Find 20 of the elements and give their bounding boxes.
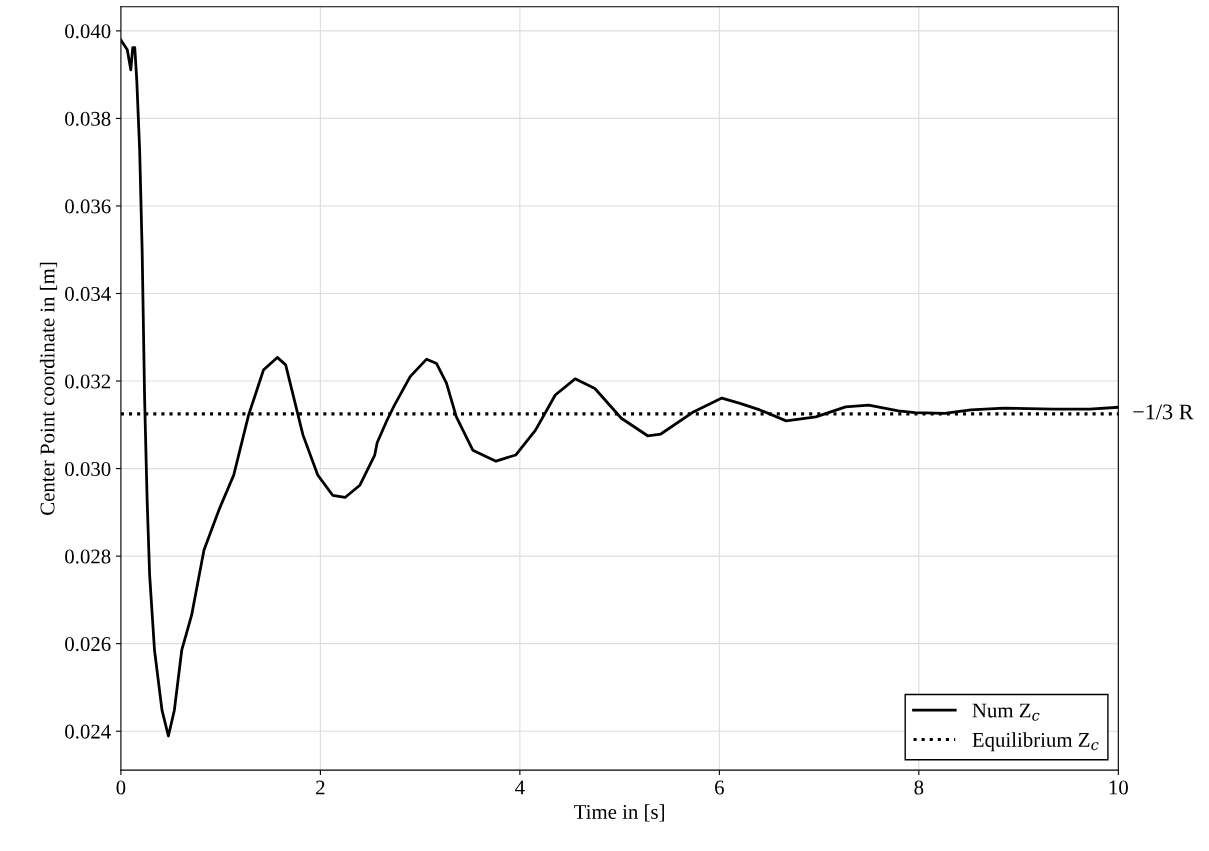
x-axis-title: Time in [s] — [574, 804, 664, 822]
x-tick-label: 4 — [515, 780, 525, 795]
y-tick-label: 0.034 — [65, 286, 111, 302]
y-tick-label: 0.036 — [65, 199, 111, 214]
legend-label: Num Z$_{c}$ — [972, 703, 1040, 721]
y-tick-label: 0.030 — [65, 461, 111, 477]
y-tick-label: 0.026 — [65, 637, 111, 652]
y-tick-label: 0.040 — [65, 24, 111, 39]
x-tick-label: 0 — [116, 780, 126, 795]
y-tick-label: 0.028 — [65, 549, 111, 564]
x-tick-label: 2 — [316, 780, 325, 795]
x-tick-label: 8 — [914, 780, 924, 795]
x-tick-label: 6 — [715, 780, 724, 795]
legend-label: Equilibrium Z$_{c}$ — [972, 732, 1099, 752]
y-tick-label: 0.024 — [65, 724, 111, 739]
y-tick-label: 0.038 — [65, 111, 111, 126]
y-axis-title: Center Point coordinate in [m] — [39, 262, 58, 515]
x-tick-label: 10 — [1109, 780, 1128, 795]
y-tick-label: 0.032 — [65, 374, 111, 389]
annotation: −1/3 R — [1133, 404, 1194, 420]
